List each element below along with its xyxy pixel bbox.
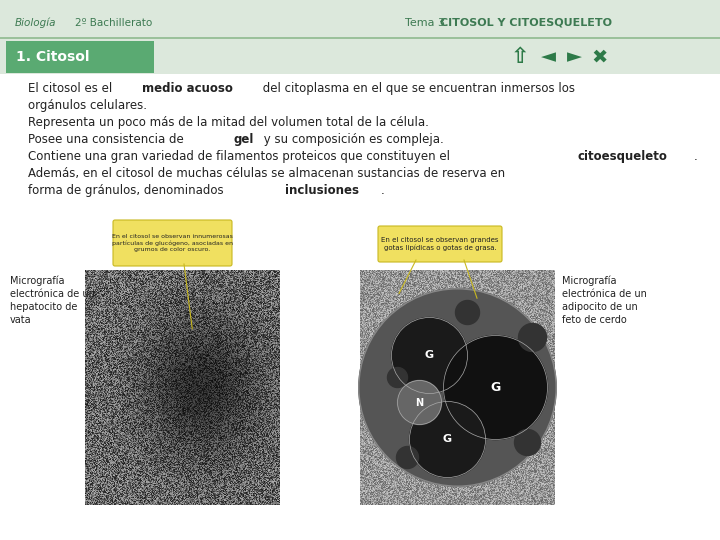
FancyBboxPatch shape <box>6 41 154 73</box>
Circle shape <box>410 402 485 477</box>
Text: .: . <box>381 184 384 197</box>
Circle shape <box>397 381 441 424</box>
Circle shape <box>397 447 418 469</box>
Text: forma de gránulos, denominados: forma de gránulos, denominados <box>28 184 228 197</box>
Circle shape <box>444 335 547 440</box>
Text: Micrografía
electrónica de un
hepatocito de
vata: Micrografía electrónica de un hepatocito… <box>10 275 95 325</box>
Circle shape <box>392 318 467 394</box>
Text: G: G <box>425 350 434 361</box>
Text: gel: gel <box>234 133 254 146</box>
Text: ⇧: ⇧ <box>510 47 529 67</box>
Text: En el citosol se observan grandes
gotas lipídicas o gotas de grasa.: En el citosol se observan grandes gotas … <box>382 237 499 251</box>
Text: ►: ► <box>567 48 582 66</box>
Circle shape <box>456 300 480 325</box>
Text: inclusiones: inclusiones <box>285 184 359 197</box>
Text: G: G <box>443 435 452 444</box>
Circle shape <box>518 323 546 352</box>
Circle shape <box>359 289 557 486</box>
Text: orgánulos celulares.: orgánulos celulares. <box>28 99 147 112</box>
Text: Micrografía
electrónica de un
adipocito de un
feto de cerdo: Micrografía electrónica de un adipocito … <box>562 275 647 325</box>
Text: El citosol es el: El citosol es el <box>28 82 116 95</box>
Circle shape <box>515 429 541 456</box>
Text: Contiene una gran variedad de filamentos proteicos que constituyen el: Contiene una gran variedad de filamentos… <box>28 150 454 163</box>
Text: Además, en el citosol de muchas células se almacenan sustancias de reserva en: Además, en el citosol de muchas células … <box>28 167 505 180</box>
Text: G: G <box>490 381 500 394</box>
Text: y su composición es compleja.: y su composición es compleja. <box>260 133 444 146</box>
Text: Tema 3.: Tema 3. <box>405 18 452 28</box>
Text: .: . <box>693 150 697 163</box>
FancyBboxPatch shape <box>0 74 720 540</box>
Text: 1. Citosol: 1. Citosol <box>16 50 89 64</box>
Text: N: N <box>415 397 423 408</box>
Text: Posee una consistencia de: Posee una consistencia de <box>28 133 187 146</box>
Text: 2º Bachillerato: 2º Bachillerato <box>75 18 152 28</box>
Text: ◄: ◄ <box>541 48 556 66</box>
Text: Representa un poco más de la mitad del volumen total de la célula.: Representa un poco más de la mitad del v… <box>28 116 429 129</box>
Text: Biología: Biología <box>15 17 56 28</box>
FancyBboxPatch shape <box>378 226 502 262</box>
Text: medio acuoso: medio acuoso <box>142 82 233 95</box>
Text: citoesqueleto: citoesqueleto <box>577 150 667 163</box>
Text: del citoplasma en el que se encuentran inmersos los: del citoplasma en el que se encuentran i… <box>258 82 575 95</box>
FancyBboxPatch shape <box>113 220 232 266</box>
Text: CITOSOL Y CITOESQUELETO: CITOSOL Y CITOESQUELETO <box>440 18 612 28</box>
Text: En el citosol se observan innumerosas
partículas de glucógeno, asociadas en
grum: En el citosol se observan innumerosas pa… <box>112 234 233 252</box>
Text: ✖: ✖ <box>592 48 608 66</box>
Circle shape <box>387 368 408 388</box>
